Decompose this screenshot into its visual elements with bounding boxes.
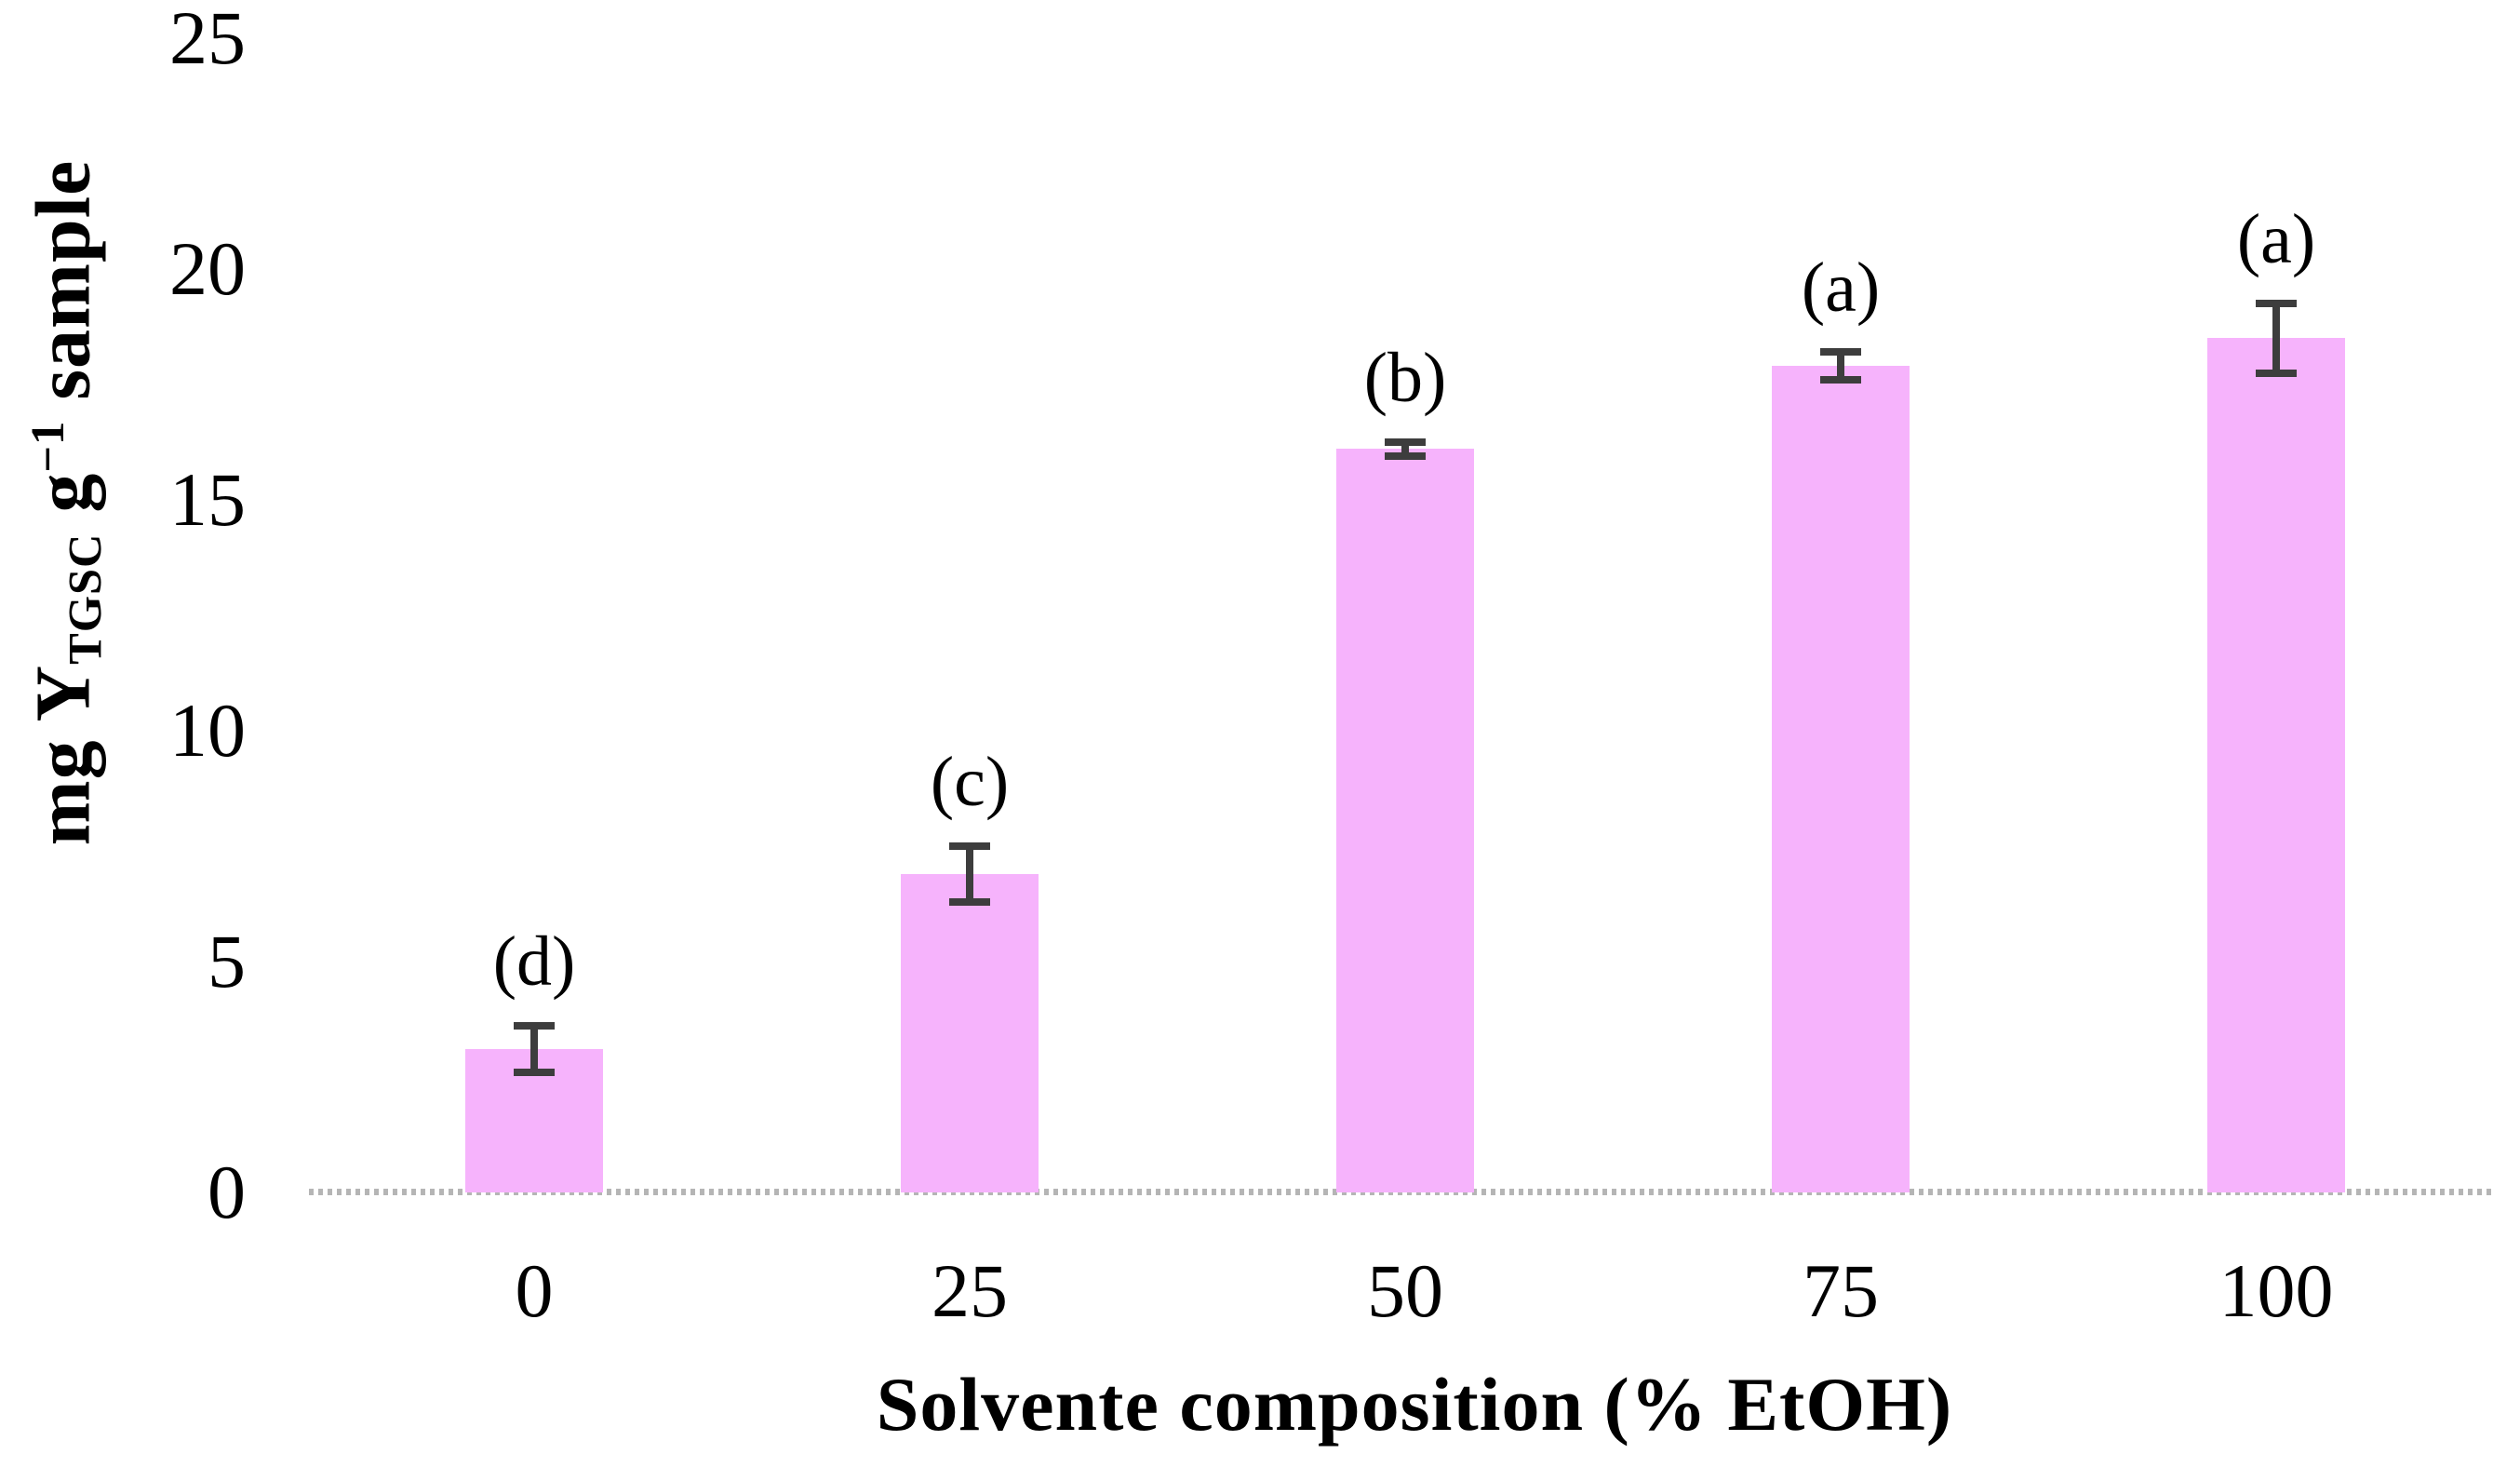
bar-100-pct	[2207, 338, 2345, 1192]
significance-label: (b)	[1363, 339, 1447, 417]
error-bar-bottom-cap	[949, 897, 990, 906]
error-bar-bottom-cap	[2256, 369, 2297, 377]
error-bar-line	[530, 1026, 538, 1073]
y-axis-tick-label: 5	[208, 919, 246, 1003]
error-bar-line	[1837, 352, 1844, 381]
y-axis-tick-label: 15	[169, 457, 246, 542]
y-axis-tick-label: 20	[169, 226, 246, 311]
error-bar-line	[1401, 442, 1409, 456]
x-axis-tick-label: 100	[2218, 1248, 2334, 1333]
bar-25-pct	[901, 873, 1039, 1192]
x-axis-tick-label: 50	[1367, 1248, 1443, 1333]
significance-label: (a)	[2236, 200, 2316, 279]
x-axis-title: Solvente composition (% EtOH)	[876, 1362, 1953, 1447]
y-axis-tick-label: 0	[208, 1150, 246, 1234]
error-bar-bottom-cap	[1385, 451, 1426, 460]
significance-label: (a)	[1801, 249, 1881, 328]
error-bar-line	[2272, 303, 2280, 373]
significance-label: (c)	[930, 743, 1010, 821]
error-bar-top-cap	[2256, 300, 2297, 308]
error-bar-bottom-cap	[1820, 376, 1861, 384]
bar-50-pct	[1336, 449, 1474, 1192]
error-bar-bottom-cap	[514, 1069, 555, 1077]
significance-label: (d)	[492, 922, 576, 1002]
y-axis-tick-label: 10	[169, 688, 246, 773]
error-bar-top-cap	[949, 842, 990, 850]
x-axis-tick-label: 0	[515, 1248, 554, 1333]
x-axis-tick-label: 25	[932, 1248, 1008, 1333]
y-axis-tick-label: 25	[169, 0, 246, 80]
error-bar-top-cap	[514, 1022, 555, 1030]
x-axis-tick-label: 75	[1803, 1248, 1879, 1333]
y-axis-title-subscript: TGSC	[59, 532, 112, 665]
error-bar-line	[966, 846, 973, 902]
bar-75-pct	[1772, 366, 1910, 1192]
error-bar-top-cap	[1820, 348, 1861, 357]
error-bar-top-cap	[1385, 438, 1426, 446]
